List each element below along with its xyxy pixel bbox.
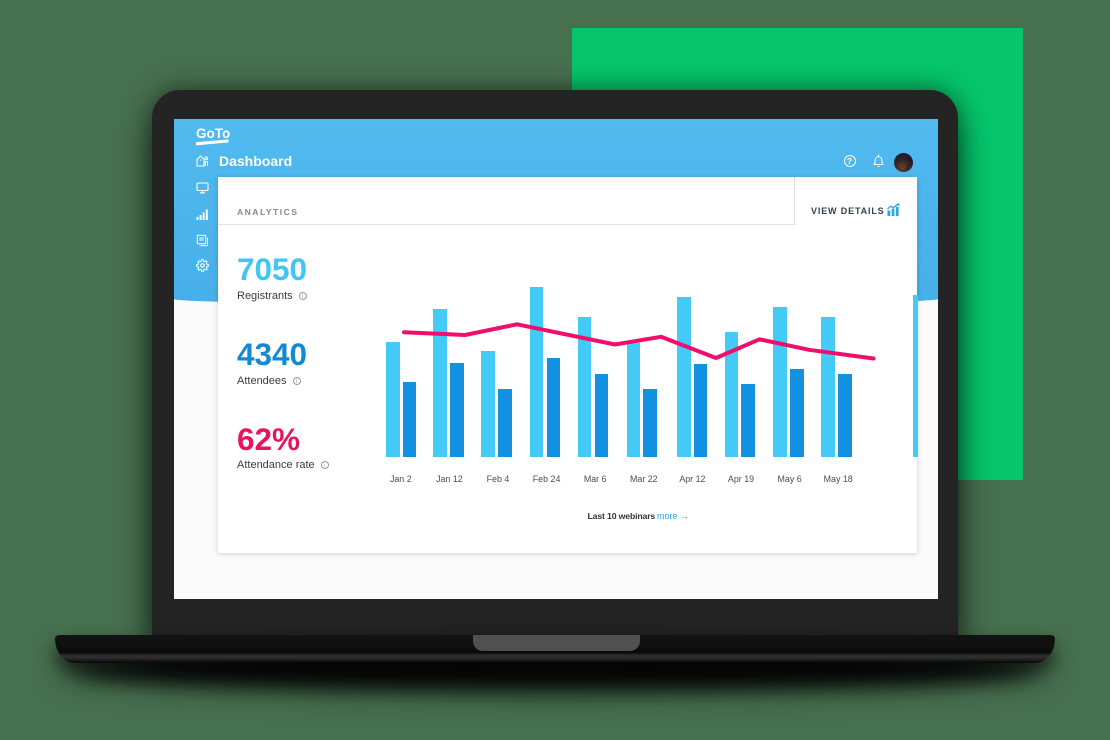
svg-text:GoTo: GoTo bbox=[196, 126, 230, 141]
